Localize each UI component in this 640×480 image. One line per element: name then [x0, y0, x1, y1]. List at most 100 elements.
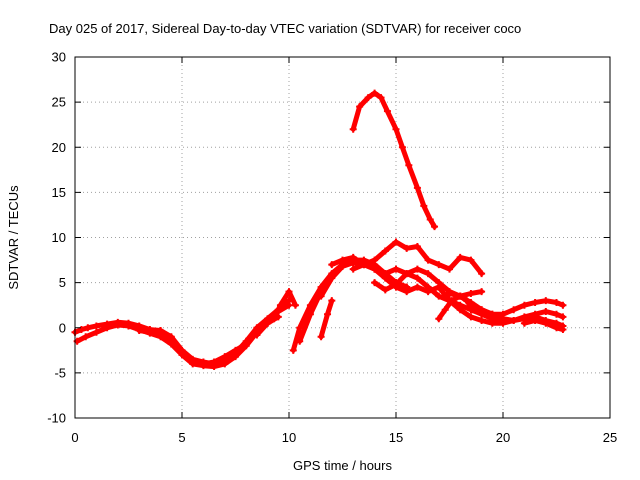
data-point: [356, 103, 364, 111]
data-point: [167, 337, 175, 345]
data-point: [349, 253, 357, 261]
data-point: [559, 313, 567, 321]
data-point: [371, 89, 379, 97]
data-point: [553, 310, 560, 318]
y-tick-label: 0: [59, 320, 66, 335]
series-arc-c: [135, 326, 250, 368]
series-arc-p: [478, 297, 567, 318]
data-point: [542, 297, 550, 305]
data-point: [221, 360, 229, 368]
data-point: [441, 306, 449, 314]
data-point: [392, 280, 400, 288]
data-point: [92, 328, 100, 336]
data-point: [328, 297, 336, 305]
series-arc-q: [520, 317, 567, 334]
data-point: [199, 360, 207, 368]
data-point: [285, 301, 293, 309]
data-point: [339, 256, 346, 264]
data-point: [420, 202, 428, 210]
data-point: [403, 244, 411, 252]
data-point: [478, 288, 486, 296]
data-point: [456, 292, 464, 300]
data-point: [276, 301, 284, 309]
data-point: [77, 326, 85, 334]
data-point: [424, 256, 432, 264]
data-point: [306, 310, 314, 318]
data-point: [413, 274, 421, 282]
x-tick-label: 25: [603, 430, 617, 445]
data-point: [446, 265, 453, 273]
data-point: [531, 298, 539, 306]
data-point: [467, 256, 475, 264]
data-point: [392, 265, 400, 273]
data-point: [403, 283, 411, 291]
chart-title: Day 025 of 2017, Sidereal Day-to-day VTE…: [49, 21, 521, 36]
data-point: [328, 274, 336, 282]
y-tick-label: 20: [52, 140, 66, 155]
data-point: [467, 313, 475, 321]
data-point: [553, 324, 560, 332]
data-point: [324, 310, 332, 318]
data-point: [520, 319, 528, 327]
data-point: [317, 333, 325, 341]
data-point: [270, 315, 278, 323]
series-arc-e: [270, 288, 299, 323]
data-point: [381, 247, 389, 255]
series-line: [318, 298, 335, 340]
data-point: [467, 289, 475, 297]
y-tick-label: 15: [52, 185, 66, 200]
data-point: [289, 346, 297, 354]
y-tick-label: -5: [54, 365, 66, 380]
data-point: [349, 265, 357, 273]
data-point: [189, 356, 197, 364]
y-tick-label: 10: [52, 230, 66, 245]
data-point: [92, 322, 100, 330]
data-point: [424, 283, 432, 291]
x-tick-label: 10: [282, 430, 296, 445]
x-tick-label: 0: [71, 430, 78, 445]
data-point: [264, 319, 272, 327]
data-point: [467, 298, 475, 306]
data-point: [317, 292, 325, 300]
data-point: [542, 319, 550, 327]
data-point: [510, 317, 518, 325]
data-point: [360, 261, 368, 269]
data-point: [435, 279, 443, 287]
data-point: [349, 125, 357, 133]
data-point: [510, 306, 518, 314]
data-point: [478, 270, 486, 278]
data-point: [426, 215, 434, 223]
data-point: [520, 301, 528, 309]
data-point: [553, 298, 560, 306]
data-point: [242, 340, 250, 348]
series-line: [271, 289, 298, 322]
data-point: [125, 322, 132, 330]
data-point: [413, 265, 421, 273]
x-tick-label: 15: [389, 430, 403, 445]
data-point: [392, 238, 400, 246]
data-point: [456, 301, 464, 309]
data-series: [71, 89, 567, 371]
data-point: [328, 261, 336, 269]
y-tick-label: 30: [52, 50, 66, 65]
data-point: [488, 310, 496, 318]
data-point: [456, 253, 464, 261]
data-point: [291, 301, 299, 309]
y-tick-label: 25: [52, 95, 66, 110]
series-line: [297, 260, 410, 344]
series-arc-m: [349, 89, 439, 231]
grid: [75, 57, 610, 418]
data-point: [371, 256, 379, 264]
data-point: [448, 297, 456, 305]
data-point: [531, 317, 539, 325]
data-point: [339, 262, 346, 270]
data-point: [392, 125, 400, 133]
x-axis-label: GPS time / hours: [293, 458, 392, 473]
data-point: [253, 331, 261, 339]
series-arc-i: [317, 297, 336, 341]
data-point: [542, 308, 550, 316]
data-point: [398, 143, 406, 151]
data-point: [499, 310, 507, 318]
x-tick-label: 5: [178, 430, 185, 445]
